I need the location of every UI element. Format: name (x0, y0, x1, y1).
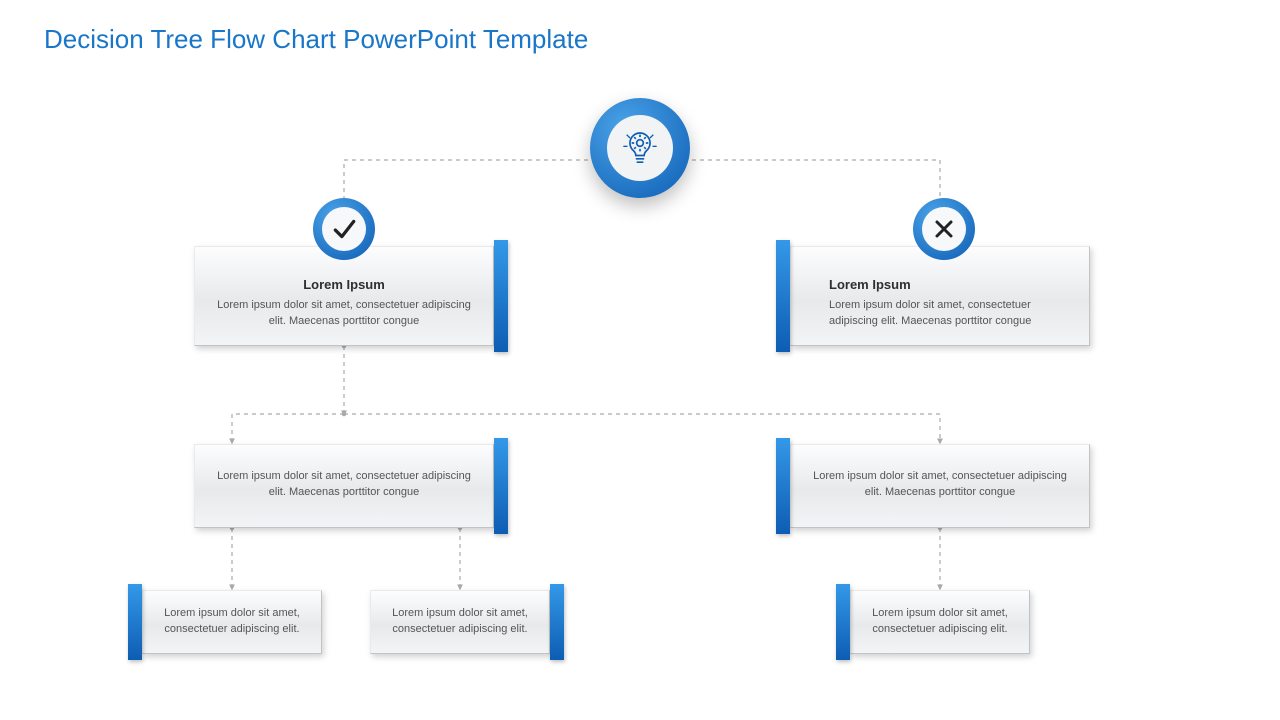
root-node-inner (607, 115, 673, 181)
box-leaf-b-edge (550, 584, 564, 660)
box-leaf-a-edge (128, 584, 142, 660)
branch-left-icon-inner (322, 207, 366, 251)
box-mid-right: Lorem ipsum dolor sit amet, consectetuer… (790, 444, 1090, 528)
box-right-heading: Lorem Ipsum (809, 277, 1071, 292)
box-left-body: Lorem ipsum dolor sit amet, consectetuer… (213, 298, 475, 330)
branch-right-icon-circle (913, 198, 975, 260)
box-right: Lorem Ipsum Lorem ipsum dolor sit amet, … (790, 246, 1090, 346)
box-leaf-c-edge (836, 584, 850, 660)
branch-right-icon-inner (922, 207, 966, 251)
branch-left-icon-circle (313, 198, 375, 260)
root-node (590, 98, 690, 198)
box-mid-right-body: Lorem ipsum dolor sit amet, consectetuer… (809, 469, 1071, 501)
lightbulb-gear-icon (620, 128, 660, 168)
box-leaf-a: Lorem ipsum dolor sit amet, consectetuer… (142, 590, 322, 654)
box-leaf-a-body: Lorem ipsum dolor sit amet, consectetuer… (155, 606, 309, 638)
box-mid-left-body: Lorem ipsum dolor sit amet, consectetuer… (213, 469, 475, 501)
box-right-body: Lorem ipsum dolor sit amet, consectetuer… (809, 298, 1071, 330)
box-left: Lorem Ipsum Lorem ipsum dolor sit amet, … (194, 246, 494, 346)
checkmark-icon (331, 216, 357, 242)
box-left-heading: Lorem Ipsum (213, 277, 475, 292)
box-leaf-b: Lorem ipsum dolor sit amet, consectetuer… (370, 590, 550, 654)
box-leaf-b-body: Lorem ipsum dolor sit amet, consectetuer… (383, 606, 537, 638)
box-leaf-c: Lorem ipsum dolor sit amet, consectetuer… (850, 590, 1030, 654)
box-mid-right-edge (776, 438, 790, 534)
box-right-edge (776, 240, 790, 352)
box-left-edge (494, 240, 508, 352)
flowchart-canvas: Lorem Ipsum Lorem ipsum dolor sit amet, … (0, 0, 1280, 720)
box-mid-left-edge (494, 438, 508, 534)
box-leaf-c-body: Lorem ipsum dolor sit amet, consectetuer… (863, 606, 1017, 638)
box-mid-left: Lorem ipsum dolor sit amet, consectetuer… (194, 444, 494, 528)
cross-icon (932, 217, 956, 241)
